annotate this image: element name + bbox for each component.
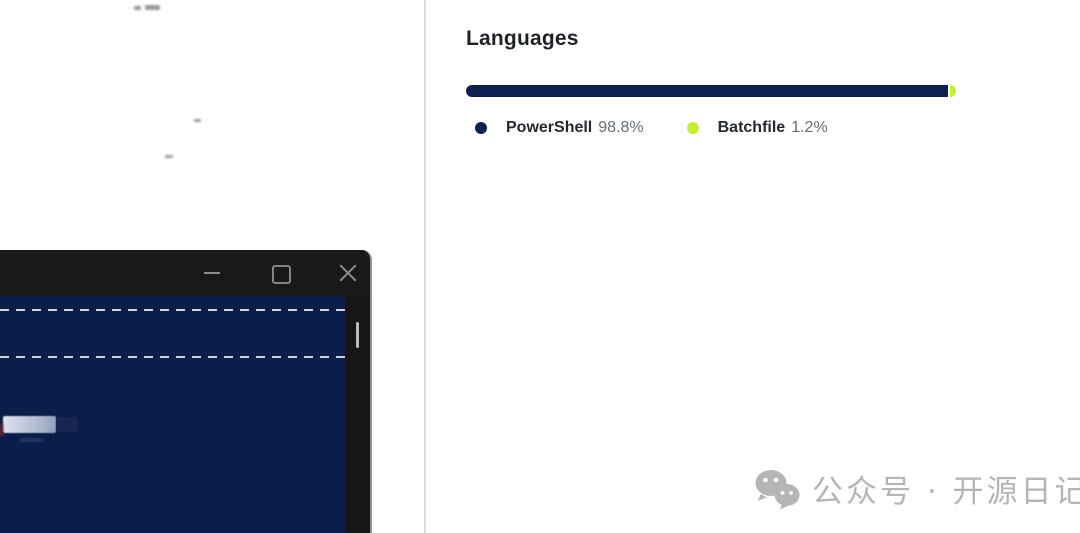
blurred-text-remnant	[145, 5, 160, 10]
language-breakdown-bar	[466, 85, 956, 97]
blurred-console-text	[0, 424, 3, 436]
language-percent: 98.8%	[598, 119, 644, 136]
console-dashed-line	[0, 356, 345, 358]
watermark: 公众号 · 开源日记	[752, 466, 1080, 511]
legend-item-batchfile[interactable]: Batchfile 1.2%	[686, 119, 828, 137]
powershell-color-dot	[475, 122, 487, 134]
blurred-text-remnant	[194, 119, 201, 122]
terminal-body	[0, 296, 370, 533]
scrollbar-track[interactable]	[345, 296, 370, 533]
language-bar-segment-powershell[interactable]	[466, 85, 948, 97]
scrollbar-thumb[interactable]	[356, 322, 359, 348]
blurred-console-text	[56, 417, 78, 432]
terminal-window	[0, 250, 372, 533]
blurred-console-text	[3, 416, 56, 433]
wechat-icon	[752, 468, 802, 510]
close-icon[interactable]	[338, 263, 358, 283]
legend-item-powershell[interactable]: PowerShell 98.8%	[475, 119, 644, 137]
languages-title: Languages	[466, 27, 579, 50]
language-legend: PowerShell 98.8% Batchfile 1.2%	[475, 117, 828, 139]
console-dashed-line	[0, 309, 345, 311]
language-percent: 1.2%	[791, 119, 828, 136]
blurred-text-remnant	[134, 6, 141, 10]
vertical-divider	[424, 0, 426, 533]
terminal-console	[0, 296, 345, 533]
window-controls	[202, 250, 358, 296]
maximize-icon[interactable]	[270, 263, 291, 284]
watermark-text: 公众号 · 开源日记	[812, 474, 1080, 510]
blurred-console-text	[19, 438, 43, 442]
language-bar-segment-batchfile[interactable]	[950, 85, 956, 97]
terminal-titlebar	[0, 250, 370, 296]
blurred-text-remnant	[165, 155, 173, 158]
language-name: Batchfile	[717, 119, 786, 136]
language-name: PowerShell	[506, 119, 593, 136]
batchfile-color-dot	[686, 122, 699, 134]
minimize-icon[interactable]	[202, 263, 222, 283]
